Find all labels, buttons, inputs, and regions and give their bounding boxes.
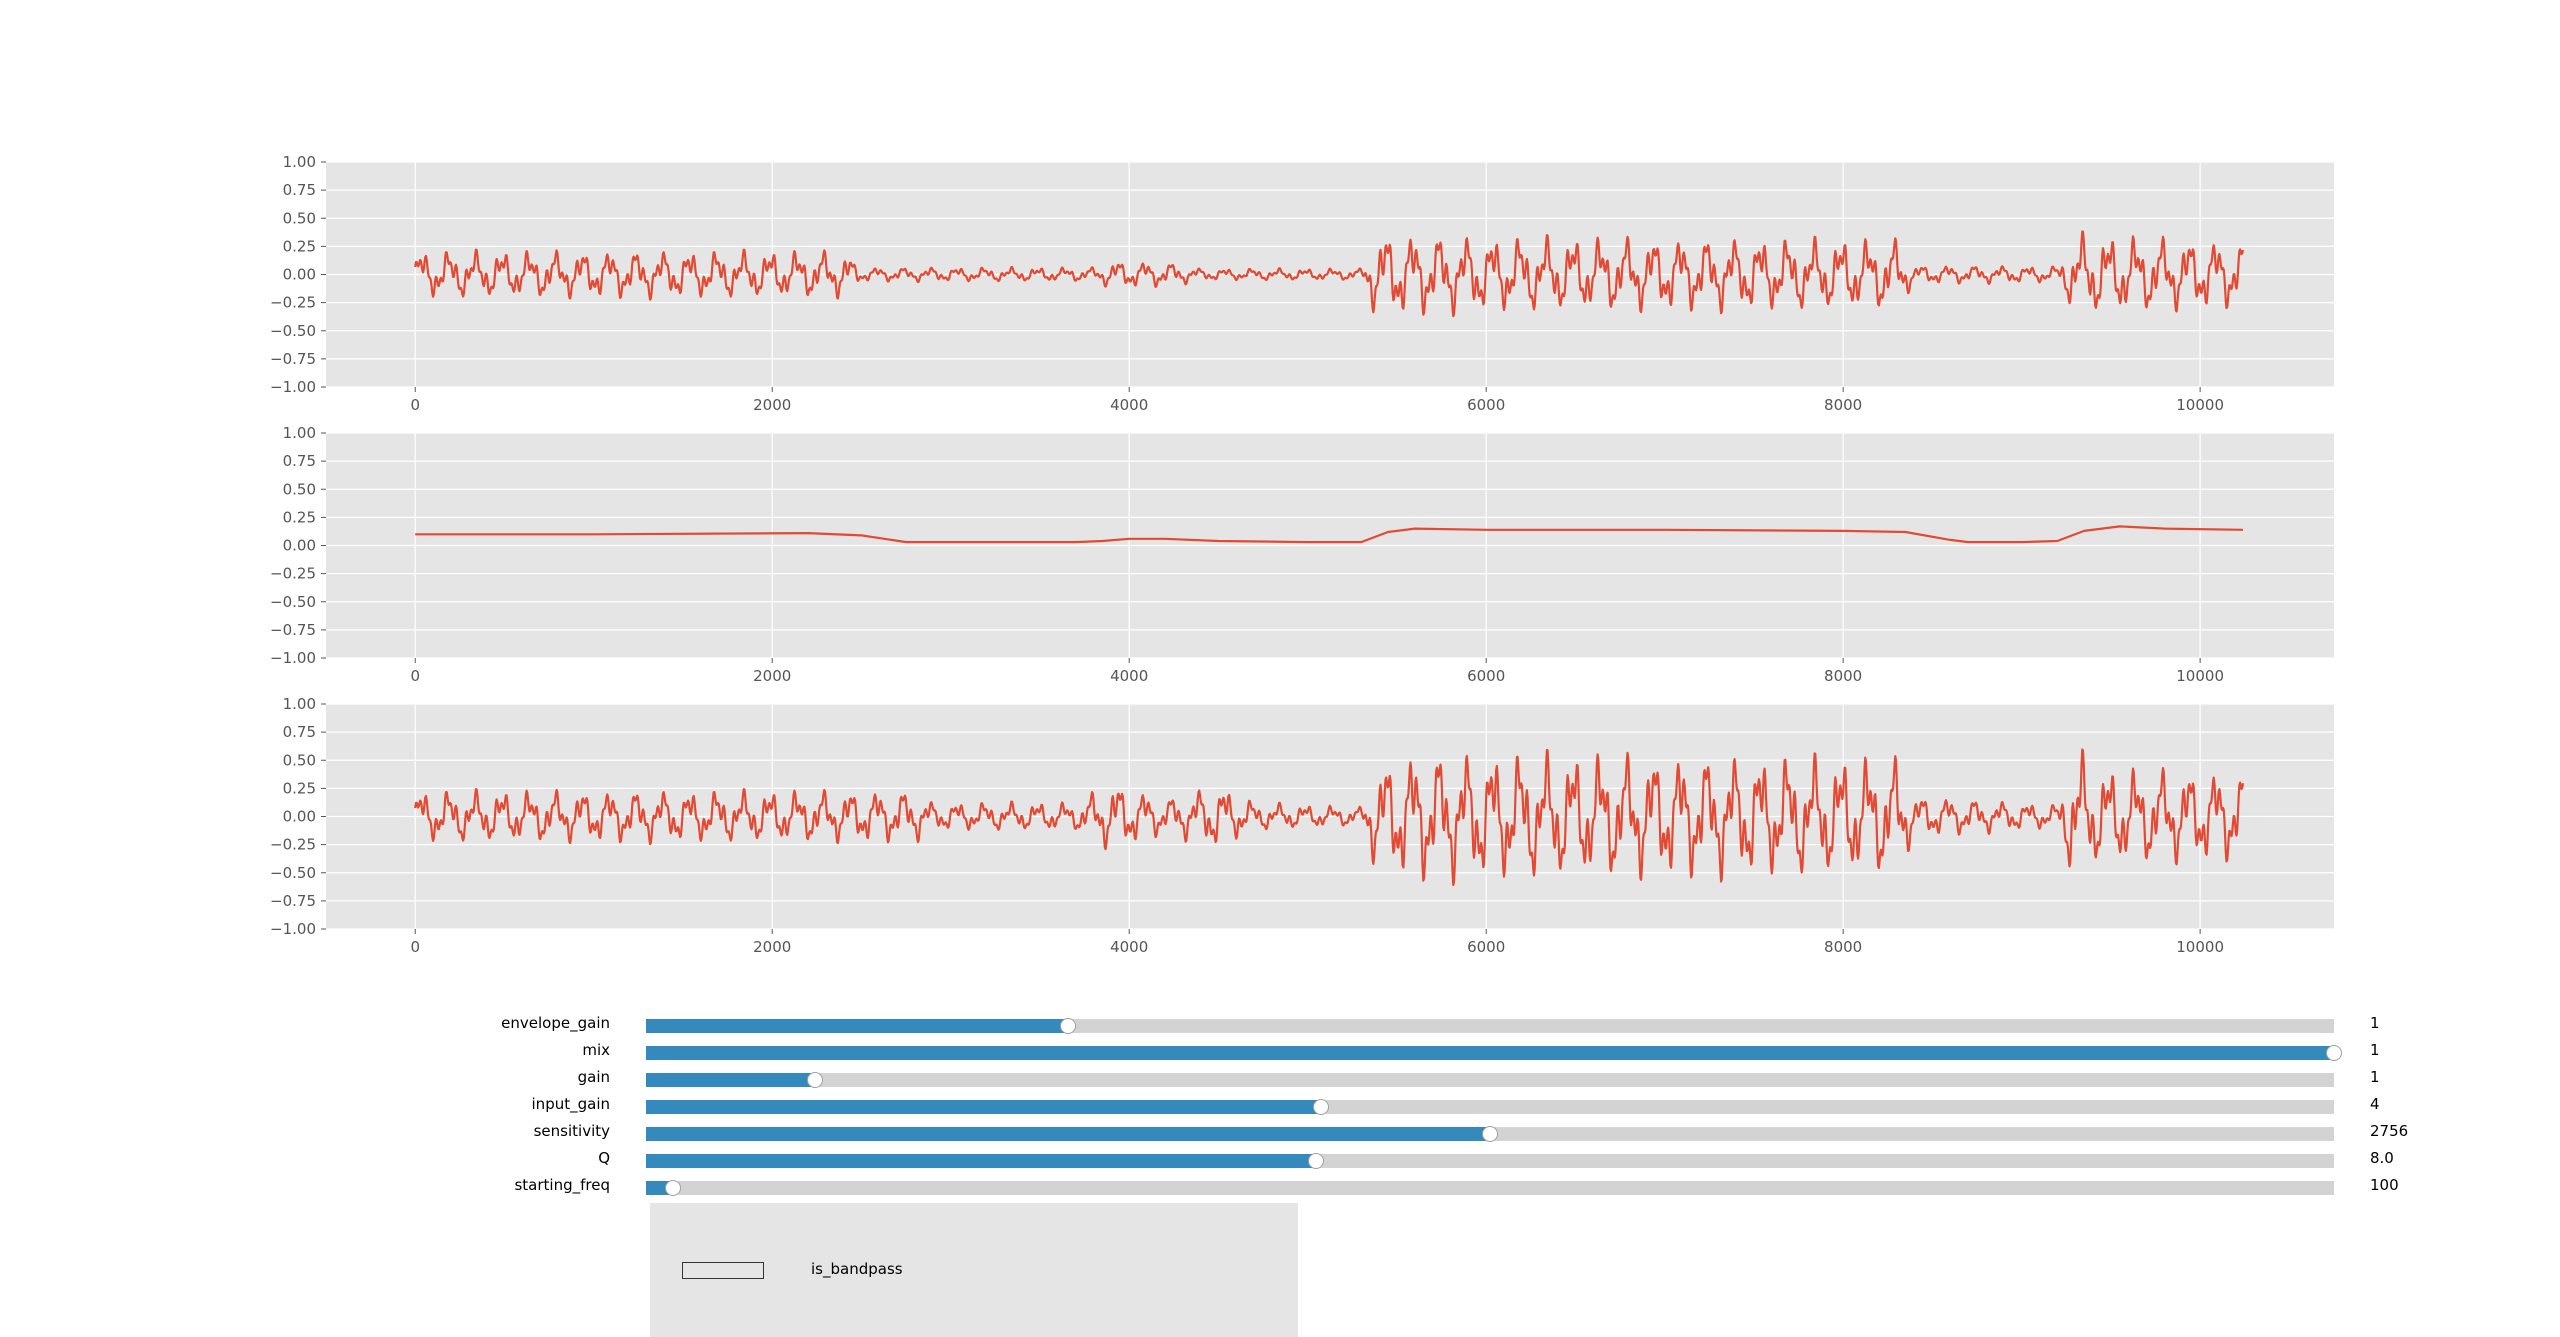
is-bandpass-label: is_bandpass (811, 1260, 903, 1278)
x-tick-label: 10000 (2176, 396, 2224, 414)
x-tick-label: 4000 (1110, 667, 1148, 685)
slider-row-input-gain: input_gain 4 (0, 1093, 2560, 1120)
slider-handle[interactable] (1308, 1153, 1325, 1169)
y-tick-label: −0.50 (270, 593, 316, 611)
slider-fill (646, 1046, 2334, 1060)
y-tick-label: −1.00 (270, 920, 316, 938)
x-tick-label: 6000 (1467, 938, 1505, 956)
slider-label-starting-freq: starting_freq (514, 1176, 610, 1194)
x-tick-label: 2000 (753, 938, 791, 956)
plot-panel-1: 1.00 0.75 0.50 0.25 0.00 −0.25 −0.50 −0.75 −1.00… (270, 153, 2334, 414)
y-tick-label: −1.00 (270, 649, 316, 667)
x-tick-label: 10000 (2176, 938, 2224, 956)
slider-label-mix: mix (582, 1041, 610, 1059)
x-tick-label: 0 (410, 938, 420, 956)
slider-row-mix: mix 1 (0, 1039, 2560, 1066)
x-tick-label: 0 (410, 396, 420, 414)
y-tick-label: 0.25 (283, 779, 316, 797)
x-tick-label: 4000 (1110, 938, 1148, 956)
x-tick-label: 8000 (1824, 396, 1862, 414)
y-tick-label: −0.25 (270, 565, 316, 583)
slider-row-gain: gain 1 (0, 1066, 2560, 1093)
y-tick-label: −0.25 (270, 836, 316, 854)
x-tick-label: 8000 (1824, 667, 1862, 685)
y-tick-label: −1.00 (270, 378, 316, 396)
slider-label-input-gain: input_gain (531, 1095, 610, 1113)
x-tick-label: 6000 (1467, 396, 1505, 414)
envelope-gain-slider[interactable] (646, 1018, 2334, 1034)
slider-label-gain: gain (577, 1068, 610, 1086)
is-bandpass-checkbox[interactable] (682, 1262, 764, 1279)
slider-value-q: 8.0 (2370, 1149, 2394, 1167)
slider-row-starting-freq: starting_freq 100 (0, 1174, 2560, 1201)
mix-slider[interactable] (646, 1045, 2342, 1061)
slider-row-q: Q 8.0 (0, 1147, 2560, 1174)
y-tick-label: 0.50 (283, 209, 316, 227)
y-tick-label: −0.75 (270, 350, 316, 368)
input-gain-slider[interactable] (646, 1099, 2334, 1115)
slider-value-input-gain: 4 (2370, 1095, 2380, 1113)
y-tick-label: 0.00 (283, 808, 316, 826)
y-tick-label: 0.75 (283, 452, 316, 470)
slider-label-sensitivity: sensitivity (533, 1122, 610, 1140)
y-tick-label: 1.00 (283, 695, 316, 713)
starting-freq-slider[interactable] (646, 1180, 2334, 1196)
y-tick-label: 1.00 (283, 153, 316, 171)
slider-handle[interactable] (1060, 1018, 1076, 1034)
waveform-plots: 1.00 0.75 0.50 0.25 0.00 −0.25 −0.50 −0.75 −1.00… (270, 153, 2334, 956)
slider-handle[interactable] (2326, 1045, 2342, 1061)
slider-fill (646, 1154, 1317, 1168)
x-tick-label: 0 (410, 667, 420, 685)
y-tick-label: −0.75 (270, 892, 316, 910)
y-tick-label: 0.25 (283, 508, 316, 526)
checkbox-panel: is_bandpass (650, 1203, 1298, 1337)
slider-value-sensitivity: 2756 (2370, 1122, 2409, 1140)
plot-panel-2: 1.00 0.75 0.50 0.25 0.00 −0.25 −0.50 −0.75 −1.00… (270, 424, 2334, 685)
slider-value-gain: 1 (2370, 1068, 2380, 1086)
y-tick-label: 0.75 (283, 723, 316, 741)
y-tick-label: 0.00 (283, 266, 316, 284)
plot-panel-3: 1.00 0.75 0.50 0.25 0.00 −0.25 −0.50 −0.75 −1.00… (270, 695, 2334, 956)
slider-row-envelope-gain: envelope_gain 1 (0, 1012, 2560, 1039)
slider-fill (646, 1127, 1490, 1141)
slider-fill (646, 1100, 1322, 1114)
x-tick-label: 8000 (1824, 938, 1862, 956)
y-tick-label: 0.50 (283, 480, 316, 498)
series-line (414, 230, 2245, 318)
sensitivity-slider[interactable] (646, 1126, 2334, 1142)
slider-fill (646, 1019, 1068, 1033)
slider-fill (646, 1073, 815, 1087)
slider-value-starting-freq: 100 (2370, 1176, 2399, 1194)
gain-slider[interactable] (646, 1072, 2334, 1088)
y-tick-label: 0.75 (283, 181, 316, 199)
slider-row-sensitivity: sensitivity 2756 (0, 1120, 2560, 1147)
slider-handle[interactable] (665, 1180, 681, 1196)
slider-handle[interactable] (1482, 1126, 1498, 1142)
slider-label-q: Q (598, 1149, 610, 1167)
x-tick-label: 2000 (753, 396, 791, 414)
x-tick-label: 4000 (1110, 396, 1148, 414)
q-slider[interactable] (646, 1153, 2334, 1169)
slider-label-envelope-gain: envelope_gain (501, 1014, 610, 1032)
y-tick-label: 0.00 (283, 537, 316, 555)
y-tick-label: 0.25 (283, 237, 316, 255)
y-tick-label: −0.50 (270, 864, 316, 882)
slider-value-envelope-gain: 1 (2370, 1014, 2380, 1032)
series-line (415, 525, 2244, 544)
y-tick-label: −0.50 (270, 322, 316, 340)
x-tick-label: 10000 (2176, 667, 2224, 685)
slider-value-mix: 1 (2370, 1041, 2380, 1059)
y-tick-label: 1.00 (283, 424, 316, 442)
y-tick-label: −0.75 (270, 621, 316, 639)
slider-handle[interactable] (806, 1072, 823, 1088)
series-line (414, 748, 2245, 887)
slider-handle[interactable] (1313, 1099, 1330, 1115)
y-tick-label: −0.25 (270, 294, 316, 312)
x-tick-label: 6000 (1467, 667, 1505, 685)
x-tick-label: 2000 (753, 667, 791, 685)
y-tick-label: 0.50 (283, 751, 316, 769)
